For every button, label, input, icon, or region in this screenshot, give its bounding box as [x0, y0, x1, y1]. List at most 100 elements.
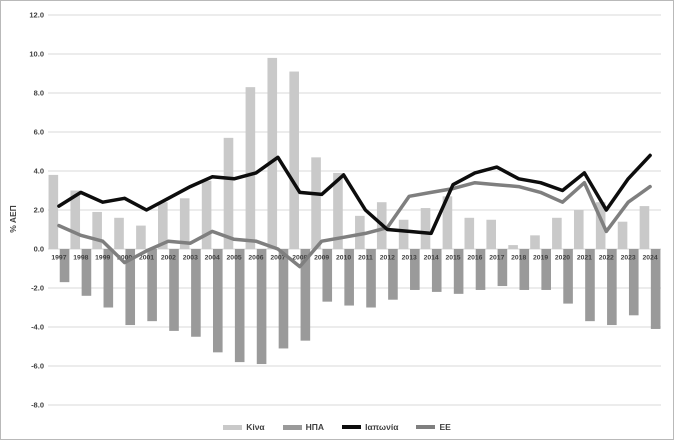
x-tick-label: 2012 [380, 255, 395, 262]
usa-bar [256, 249, 267, 365]
eu-line-swatch-icon [416, 425, 436, 429]
x-tick-label: 2017 [489, 255, 504, 262]
x-tick-label: 2013 [402, 255, 417, 262]
china-bar [70, 190, 81, 249]
usa-bar [628, 249, 639, 316]
usa-bar [300, 249, 311, 341]
y-tick-label: -8.0 [31, 401, 44, 410]
legend-label-usa: ΗΠΑ [305, 422, 325, 432]
china-bar [333, 172, 343, 249]
usa-bar [497, 249, 508, 287]
x-tick-label: 2007 [270, 255, 285, 262]
china-bar [311, 157, 321, 249]
x-tick-label: 2021 [577, 255, 592, 262]
china-bar [639, 206, 650, 249]
usa-bar [410, 249, 420, 290]
china-bar [486, 219, 497, 249]
usa-bar [541, 249, 551, 290]
usa-bar [519, 249, 530, 290]
x-tick-label: 2022 [599, 255, 614, 262]
y-tick-label: -4.0 [31, 323, 44, 332]
y-tick-label: -6.0 [31, 362, 44, 371]
usa-bar [59, 249, 70, 283]
china-bar [136, 225, 146, 249]
x-tick-label: 2015 [445, 255, 460, 262]
china-bar [420, 208, 431, 249]
x-tick-label: 2011 [358, 255, 373, 262]
x-tick-label: 2006 [248, 255, 263, 262]
usa-bar [563, 249, 573, 304]
x-tick-label: 2004 [205, 255, 220, 262]
usa-bar-swatch-icon [282, 424, 302, 430]
china-bar [595, 202, 606, 249]
usa-bar [169, 249, 179, 331]
usa-bar [366, 249, 376, 308]
x-tick-label: 2008 [292, 255, 307, 262]
x-tick-label: 2005 [227, 255, 242, 262]
legend-item-eu: ΕΕ [416, 422, 451, 432]
usa-bar [278, 249, 289, 349]
usa-bar [322, 249, 333, 302]
china-bar [617, 221, 628, 249]
y-tick-label: -2.0 [31, 284, 44, 293]
y-tick-label: 12.0 [29, 11, 44, 20]
y-tick-label: 10.0 [29, 50, 44, 59]
usa-bar [81, 249, 92, 296]
eu-line [57, 180, 652, 269]
legend-item-usa: ΗΠΑ [282, 422, 325, 432]
x-tick-label: 2000 [117, 255, 132, 262]
usa-bar [388, 249, 398, 300]
x-tick-label: 2001 [139, 255, 154, 262]
usa-bar [344, 249, 354, 306]
usa-bar [453, 249, 464, 294]
china-bar [464, 217, 475, 249]
usa-bar [125, 249, 136, 326]
china-bar [92, 211, 102, 249]
legend-label-japan: Ιαπωνία [365, 422, 399, 432]
y-tick-label: 8.0 [34, 89, 44, 98]
x-tick-label: 2002 [161, 255, 176, 262]
y-tick-label: 0.0 [34, 245, 44, 254]
usa-bar [585, 249, 595, 322]
china-bar [355, 215, 365, 249]
usa-bar [431, 249, 442, 292]
plot-area: 12.0 10.0 8.0 6.0 4.0 2.0 0.0 -2.0 -4.0 -6.0 -8.0 1… [29, 11, 661, 410]
x-tick-label: 1997 [51, 255, 66, 262]
legend-item-china: Κίνα [223, 422, 265, 432]
japan-line [57, 153, 652, 236]
usa-bar [212, 249, 223, 353]
y-tick-label: 2.0 [34, 206, 44, 215]
china-bar [245, 87, 256, 250]
china-bar [573, 210, 584, 249]
usa-bar [475, 249, 486, 290]
x-tick-label: 2003 [183, 255, 198, 262]
china-bar [289, 71, 299, 249]
x-tick-label: 2024 [642, 255, 657, 262]
china-bar [158, 202, 168, 249]
china-bar [201, 180, 212, 249]
usa-bar [191, 249, 201, 337]
legend: Κίνα ΗΠΑ Ιαπωνία ΕΕ [1, 422, 673, 432]
usa-bar [103, 249, 114, 308]
usa-bar [650, 249, 661, 329]
x-tick-label: 2009 [314, 255, 329, 262]
legend-label-eu: ΕΕ [439, 422, 451, 432]
x-tick-label: 2020 [555, 255, 570, 262]
x-tick-label: 1998 [73, 255, 88, 262]
x-tick-label: 2010 [336, 255, 351, 262]
usa-bar [234, 249, 245, 363]
x-tick-label: 2023 [621, 255, 636, 262]
japan-line-swatch-icon [342, 425, 362, 429]
y-axis-title: % ΑΕΠ [8, 205, 18, 233]
x-tick-label: 2014 [424, 255, 439, 262]
china-bar [114, 217, 124, 249]
x-tick-label: 2018 [511, 255, 526, 262]
y-tick-label: 6.0 [34, 128, 44, 137]
china-bar [508, 245, 518, 249]
y-tick-label: 4.0 [34, 167, 44, 176]
x-tick-label: 2019 [533, 255, 548, 262]
china-bar [442, 196, 453, 249]
usa-bar [607, 249, 617, 326]
china-bar [530, 235, 540, 249]
